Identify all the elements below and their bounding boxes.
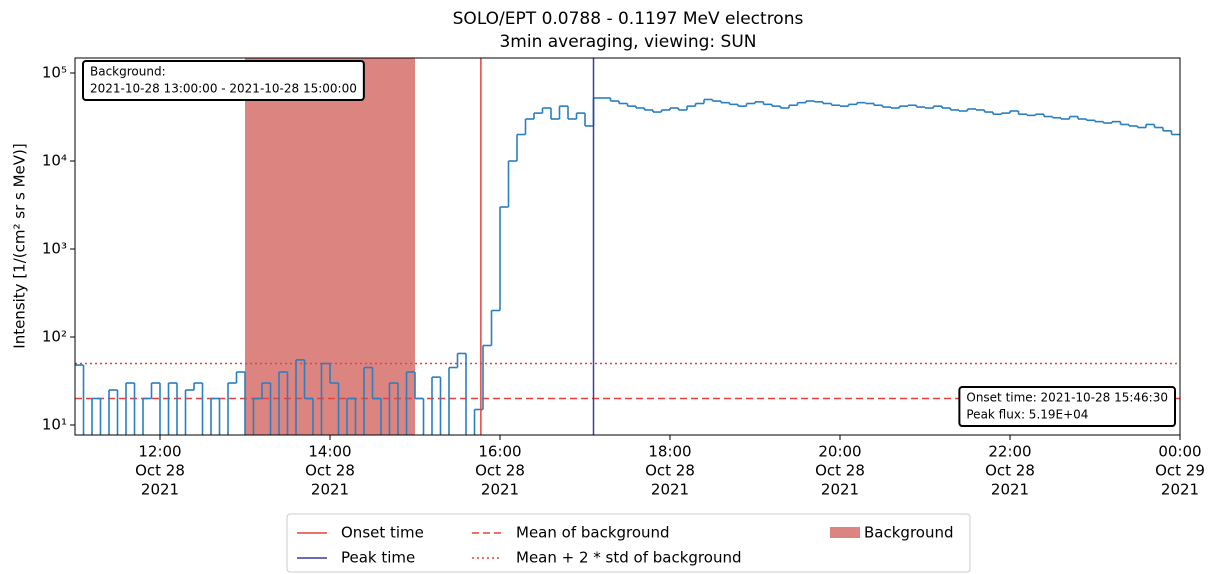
annotation-box <box>958 386 1176 427</box>
x-tick-label: 2021 <box>311 481 349 499</box>
chart-title: SOLO/EPT 0.0788 - 0.1197 MeV electrons <box>453 9 804 29</box>
x-tick-label: 12:00 <box>138 443 181 461</box>
x-tick-label: 2021 <box>141 481 179 499</box>
legend: Onset time Peak time Mean of background Mea… <box>297 524 954 567</box>
plot-frame <box>74 57 1181 436</box>
annotation: Background: 2021-10-28 13:00:00 - 2021-10… <box>82 60 365 101</box>
x-tick-label: Oct 29 <box>1155 462 1205 480</box>
annotation: Onset time: 2021-10-28 15:46:30 Peak flux… <box>958 386 1176 427</box>
annotation-text: 2021-10-28 13:00:00 - 2021-10-28 15:00:0… <box>90 82 357 96</box>
x-tick-label: 2021 <box>1161 481 1199 499</box>
x-tick-label: Oct 28 <box>985 462 1035 480</box>
step-connector <box>82 97 1173 435</box>
x-tick-label: Oct 28 <box>475 462 525 480</box>
x-tick-label: Oct 28 <box>815 462 865 480</box>
x-tick-label: 20:00 <box>818 443 861 461</box>
legend-label: Background <box>864 524 954 542</box>
plot-area <box>75 58 1180 435</box>
x-tick-label: 00:00 <box>1158 443 1201 461</box>
legend-label: Mean + 2 * std of background <box>516 549 741 567</box>
x-tick-label: Oct 28 <box>305 462 355 480</box>
y-tick-label: 10⁵ <box>42 63 67 81</box>
x-tick-label: 22:00 <box>988 443 1031 461</box>
x-tick-label: 2021 <box>651 481 689 499</box>
legend-label: Mean of background <box>516 524 670 542</box>
legend-label: Onset time <box>341 524 424 542</box>
annotation-box <box>82 60 365 101</box>
annotation-text: Peak flux: 5.19E+04 <box>966 408 1088 422</box>
annotation-text: Onset time: 2021-10-28 15:46:30 <box>966 391 1168 405</box>
y-tick-label: 10³ <box>42 239 67 257</box>
x-tick-label: Oct 28 <box>645 462 695 480</box>
x-tick-label: 2021 <box>481 481 519 499</box>
y-tick-label: 10² <box>42 328 67 346</box>
x-tick-label: 14:00 <box>308 443 351 461</box>
x-tick-label: 2021 <box>821 481 859 499</box>
x-tick-label: 18:00 <box>648 443 691 461</box>
y-axis-label: Intensity [1/(cm² sr s MeV)] <box>11 143 29 348</box>
overlay: Background: 2021-10-28 13:00:00 - 2021-10… <box>82 60 1176 427</box>
y-tick-label: 10⁴ <box>42 151 67 169</box>
legend-swatch <box>830 527 860 538</box>
annotation-text: Background: <box>90 65 166 79</box>
legend-label: Peak time <box>341 549 415 567</box>
legend-frame <box>286 513 971 573</box>
y-tick-label: 10¹ <box>42 416 67 434</box>
chart-subtitle: 3min averaging, viewing: SUN <box>499 32 756 52</box>
x-tick-label: 2021 <box>991 481 1029 499</box>
x-tick-label: 16:00 <box>478 443 521 461</box>
x-tick-label: Oct 28 <box>135 462 185 480</box>
